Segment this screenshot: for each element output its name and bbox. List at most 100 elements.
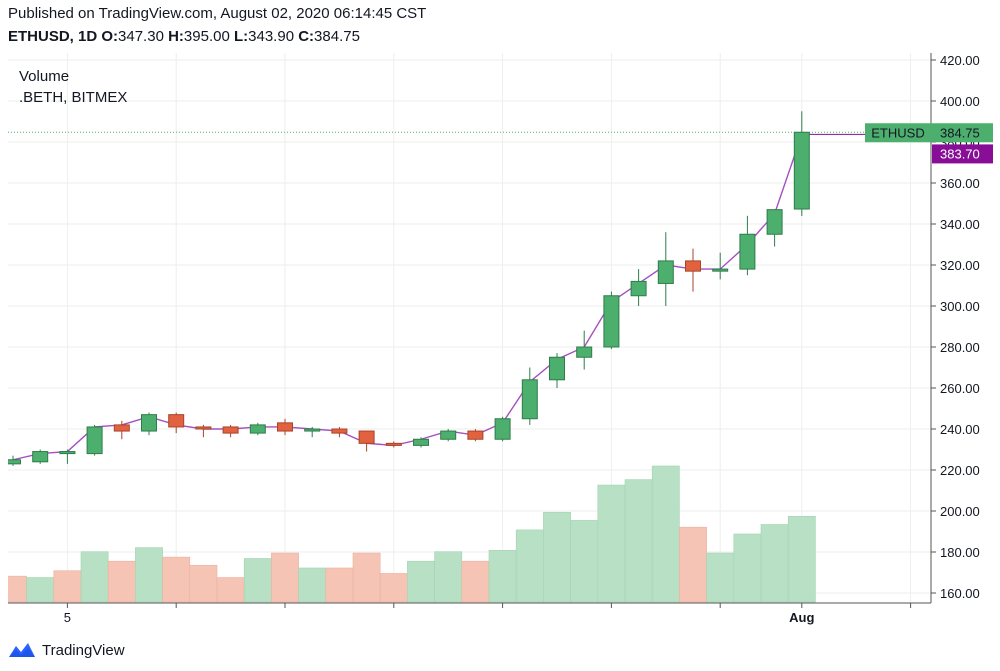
volume-bar [706, 552, 735, 603]
volume-bar [298, 567, 327, 603]
candle[interactable] [467, 429, 484, 442]
high-label: H: [168, 28, 184, 45]
low-label: L: [233, 28, 249, 45]
published-info: Published on TradingView.com, August 02,… [8, 5, 427, 22]
time-tick-label: Aug [789, 610, 814, 625]
price-tick-label: 180.00 [940, 545, 980, 560]
footer-brand-label: TradingView [42, 641, 125, 659]
index-price-tag-label: 383.70 [940, 146, 980, 161]
price-tick-label: 220.00 [940, 463, 980, 478]
volume-bar [624, 479, 653, 603]
candle-body [113, 424, 130, 432]
candle-body [168, 414, 185, 428]
price-tick-label: 360.00 [940, 176, 980, 191]
candle[interactable] [86, 424, 103, 456]
volume-bar [53, 570, 82, 603]
candle-body [5, 459, 21, 465]
price-tick-label: 420.00 [940, 53, 980, 68]
candle[interactable] [685, 248, 701, 292]
candle-body [358, 430, 375, 444]
volume-bar [162, 556, 191, 603]
footer-brand[interactable]: TradingView [8, 638, 125, 662]
candle-body [549, 356, 565, 381]
candle[interactable] [358, 430, 375, 452]
candle[interactable] [630, 269, 647, 306]
candle-body [657, 260, 674, 284]
price-tick-label: 200.00 [940, 504, 980, 519]
candle-body [304, 428, 321, 432]
candle-body [222, 426, 239, 434]
candle-body [32, 451, 49, 463]
volume-bars [0, 465, 816, 603]
candle-body [385, 442, 402, 446]
volume-bar [787, 516, 816, 603]
candle[interactable] [222, 424, 239, 438]
candle[interactable] [249, 422, 266, 436]
candle[interactable] [277, 418, 293, 436]
candle-body [576, 346, 593, 358]
candle[interactable] [766, 209, 783, 247]
candle[interactable] [168, 412, 185, 434]
volume-bar [80, 551, 109, 603]
ohlc-legend: ETHUSD, 1D O:347.30 H:395.00 L:343.90 C:… [8, 28, 360, 45]
candle[interactable] [521, 367, 538, 425]
volume-bar [189, 564, 218, 603]
high-value: 395.00 [183, 28, 230, 45]
volume-bar [434, 551, 463, 603]
index-price-tag-bg [932, 144, 993, 164]
candle-body [86, 426, 103, 455]
tradingview-logo-icon [9, 643, 35, 657]
last-price-tag-label: 384.75 [940, 125, 980, 140]
candles[interactable] [5, 111, 810, 466]
price-axis[interactable]: 160.00 180.00 200.00 220.00 240.00 260.00 280.… [930, 53, 980, 603]
candle[interactable] [195, 424, 212, 438]
candle[interactable] [793, 111, 810, 217]
volume-bar [271, 552, 299, 603]
candle[interactable] [576, 330, 593, 370]
volume-bar [461, 560, 490, 603]
candle-body [739, 233, 756, 270]
low-value: 343.90 [248, 28, 295, 45]
candle[interactable] [440, 429, 457, 442]
candle[interactable] [5, 455, 21, 466]
candle[interactable] [59, 449, 76, 464]
time-axis[interactable]: 5 Aug [8, 602, 931, 625]
candle[interactable] [141, 412, 157, 436]
candle-body [467, 430, 484, 440]
overlay-subtitle: .BETH, BITMEX [19, 89, 127, 106]
candle[interactable] [494, 416, 511, 442]
price-tick-label: 240.00 [940, 422, 980, 437]
candle-body [413, 438, 429, 446]
candle[interactable] [712, 252, 729, 280]
price-tick-label: 300.00 [940, 299, 980, 314]
candle[interactable] [657, 232, 674, 306]
symbol-tag-label: ETHUSD [871, 125, 924, 140]
candle[interactable] [739, 215, 756, 276]
candle[interactable] [385, 441, 402, 448]
price-chart[interactable]: 160.00 180.00 200.00 220.00 240.00 260.00 280.… [0, 53, 1000, 628]
volume-bar [515, 529, 544, 603]
candle-body [277, 422, 293, 432]
candle[interactable] [32, 449, 49, 464]
volume-bar [760, 524, 789, 603]
chart-frame[interactable]: 160.00 180.00 200.00 220.00 240.00 260.00 280.… [0, 53, 1000, 628]
volume-bar [216, 577, 245, 603]
last-price-tag-bg [932, 123, 993, 143]
candle-body [494, 418, 511, 440]
candle-body [440, 430, 457, 440]
volume-bar [570, 520, 599, 603]
price-tick-label: 280.00 [940, 340, 980, 355]
symbol-interval: ETHUSD, 1D [8, 28, 98, 45]
candle[interactable] [304, 426, 321, 438]
volume-bar [243, 558, 272, 603]
candle-body [59, 451, 76, 455]
time-tick-label: 5 [64, 610, 71, 625]
volume-bar [379, 573, 408, 603]
volume-bar [488, 550, 517, 603]
candle-body [630, 280, 647, 297]
candle[interactable] [113, 420, 130, 440]
candle[interactable] [603, 291, 620, 350]
candle[interactable] [549, 353, 565, 388]
candle[interactable] [413, 437, 429, 448]
candle[interactable] [331, 426, 348, 438]
